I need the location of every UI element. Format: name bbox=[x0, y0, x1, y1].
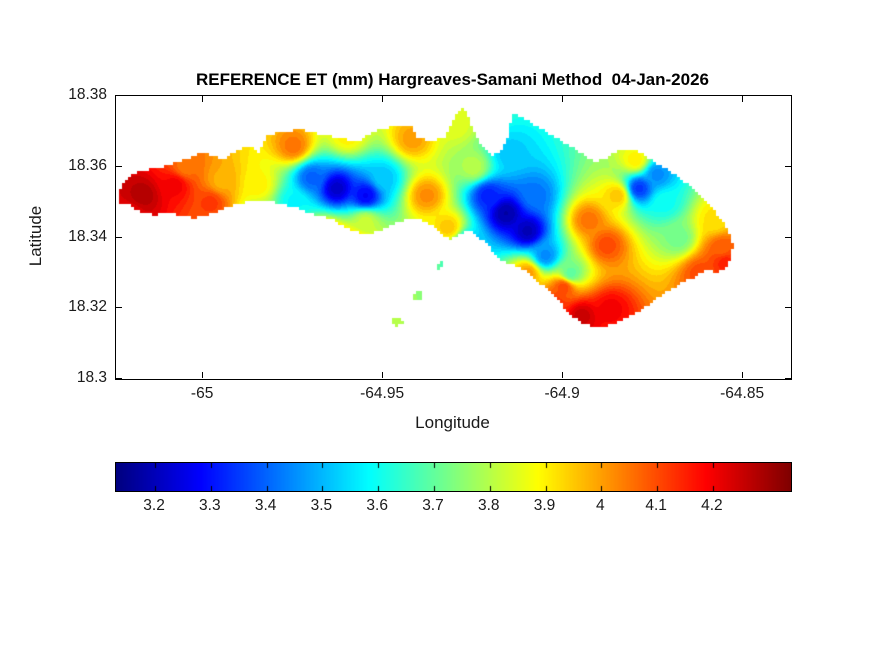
x-axis-tick bbox=[562, 372, 564, 378]
colorbar-tick-label: 3.2 bbox=[143, 497, 165, 514]
y-axis-tick bbox=[116, 307, 122, 309]
y-axis-tick bbox=[116, 378, 122, 379]
colorbar-tick-label: 3.4 bbox=[254, 497, 277, 514]
y-axis-tick-mirror bbox=[785, 307, 791, 309]
x-tick-label: -64.9 bbox=[544, 385, 580, 402]
et-contour-map-canvas bbox=[116, 96, 791, 379]
y-axis-tick bbox=[116, 236, 122, 238]
y-axis-tick-mirror bbox=[785, 236, 791, 238]
x-axis-label: Longitude bbox=[415, 413, 490, 432]
y-axis-label: Latitude bbox=[26, 205, 45, 267]
y-tick-label: 18.3 bbox=[76, 369, 107, 386]
y-axis-tick-mirror bbox=[785, 165, 791, 167]
colorbar-tick-label: 3.7 bbox=[422, 497, 444, 514]
x-tick-label: -64.95 bbox=[360, 385, 405, 402]
x-axis-tick-mirror bbox=[382, 96, 384, 102]
colorbar-gradient-canvas bbox=[116, 463, 791, 491]
colorbar bbox=[115, 462, 792, 492]
y-tick-label: 18.34 bbox=[68, 227, 107, 245]
x-axis-tick bbox=[202, 372, 204, 378]
colorbar-tick-label: 3.8 bbox=[477, 497, 500, 514]
plot-area bbox=[115, 95, 792, 380]
colorbar-tick-label: 3.5 bbox=[310, 497, 333, 514]
x-axis-tick bbox=[742, 372, 744, 378]
y-axis-tick-mirror bbox=[785, 378, 791, 379]
colorbar-tick-label: 3.9 bbox=[533, 497, 556, 514]
x-tick-label: -64.85 bbox=[720, 385, 765, 402]
x-axis-tick-mirror bbox=[202, 96, 204, 102]
y-tick-label: 18.38 bbox=[68, 86, 107, 103]
x-axis-tick bbox=[382, 372, 384, 378]
y-tick-label: 18.36 bbox=[68, 156, 107, 174]
chart-title: REFERENCE ET (mm) Hargreaves-Samani Meth… bbox=[196, 70, 709, 89]
colorbar-tick-label: 4.2 bbox=[701, 497, 723, 514]
colorbar-tick-label: 4.1 bbox=[645, 497, 667, 514]
y-axis-tick-mirror bbox=[785, 95, 791, 96]
x-axis-tick-mirror bbox=[562, 96, 564, 102]
colorbar-tick-label: 3.6 bbox=[366, 497, 388, 514]
x-axis-tick-mirror bbox=[742, 96, 744, 102]
y-axis-tick bbox=[116, 165, 122, 167]
x-tick-label: -65 bbox=[190, 385, 214, 402]
y-axis-tick bbox=[116, 95, 122, 96]
colorbar-tick-label: 4 bbox=[596, 497, 605, 514]
y-tick-label: 18.32 bbox=[68, 298, 107, 316]
colorbar-tick-label: 3.3 bbox=[199, 497, 221, 514]
